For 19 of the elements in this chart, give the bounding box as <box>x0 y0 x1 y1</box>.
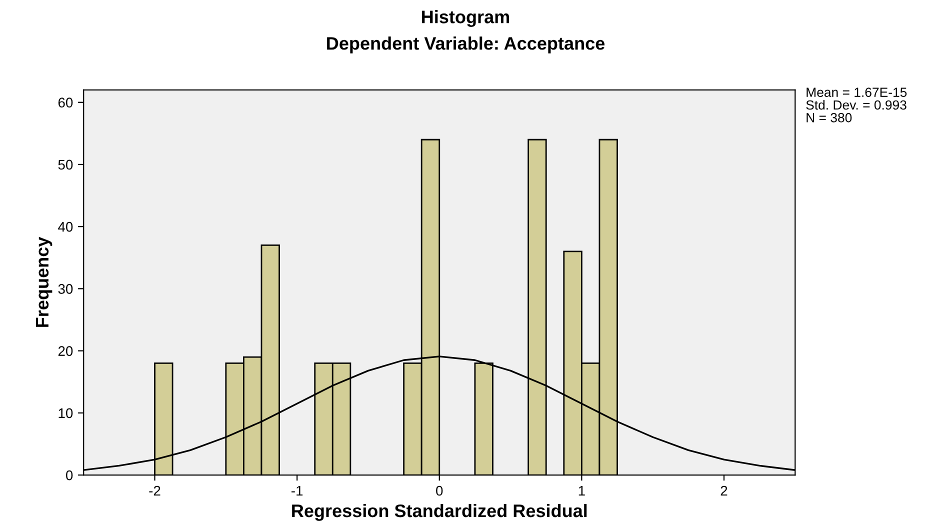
x-tick-label: -1 <box>292 486 303 496</box>
y-tick-label: 10 <box>58 408 73 418</box>
chart-title: Histogram <box>422 10 510 27</box>
y-tick-label: 40 <box>58 222 73 232</box>
text: N = 380 <box>806 113 852 122</box>
text: Mean = 1.67E-15 <box>806 88 907 97</box>
x-axis-title: Regression Standardized Residual <box>292 504 587 521</box>
x-tick-label: 2 <box>720 486 728 496</box>
y-tick-label: 20 <box>58 346 73 356</box>
x-tick-label: -2 <box>149 486 160 496</box>
x-tick-label: 1 <box>578 486 585 496</box>
y-tick-label: 50 <box>58 160 73 170</box>
y-tick-label: 60 <box>58 98 73 108</box>
chart-subtitle: Dependent Variable: Acceptance <box>327 36 605 54</box>
x-tick-label: 0 <box>436 486 443 496</box>
text: Std. Dev. = 0.993 <box>806 100 906 110</box>
y-axis-title: Frequency <box>36 236 52 327</box>
y-tick-label: 30 <box>58 284 73 294</box>
y-tick-label: 0 <box>66 470 73 480</box>
